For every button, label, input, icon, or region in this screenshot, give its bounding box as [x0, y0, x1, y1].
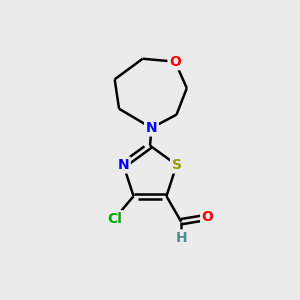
Text: Cl: Cl — [107, 212, 122, 226]
Text: O: O — [169, 55, 181, 69]
Text: O: O — [202, 210, 214, 224]
Text: N: N — [146, 121, 157, 135]
Text: H: H — [176, 231, 187, 245]
Text: S: S — [172, 158, 182, 172]
Text: N: N — [118, 158, 129, 172]
